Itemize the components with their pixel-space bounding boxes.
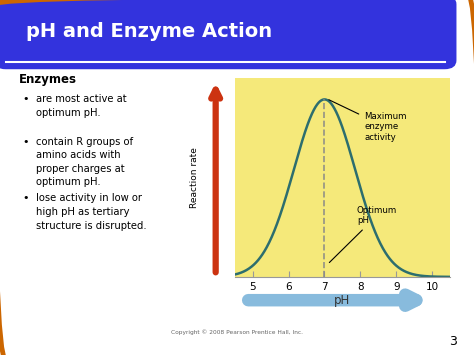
Text: contain R groups of
amino acids with
proper charges at
optimum pH.: contain R groups of amino acids with pro… [36,137,133,187]
Text: pH: pH [334,294,351,307]
Text: pH and Enzyme Action: pH and Enzyme Action [26,22,272,42]
Text: •: • [23,94,29,104]
Text: lose activity in low or
high pH as tertiary
structure is disrupted.: lose activity in low or high pH as terti… [36,193,146,231]
Text: Copyright © 2008 Pearson Prentice Hall, Inc.: Copyright © 2008 Pearson Prentice Hall, … [171,330,303,335]
Text: Enzymes: Enzymes [19,73,77,86]
FancyBboxPatch shape [0,0,456,69]
Text: 3: 3 [449,335,456,348]
Text: Maximum
enzyme
activity: Maximum enzyme activity [329,100,407,142]
Text: Optimum
pH: Optimum pH [329,206,397,263]
Text: •: • [23,137,29,147]
Text: are most active at
optimum pH.: are most active at optimum pH. [36,94,126,118]
Text: •: • [23,193,29,203]
Text: Reaction rate: Reaction rate [190,147,199,208]
